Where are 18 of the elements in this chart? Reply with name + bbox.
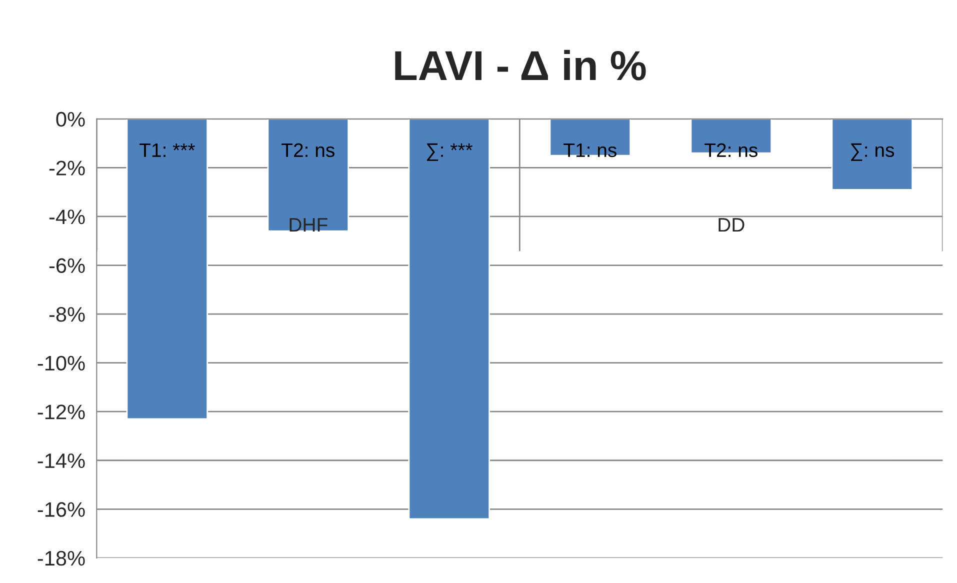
annotation: DD (718, 218, 744, 232)
x-tick-label: ∑: *** (426, 143, 473, 161)
y-tick-label: -8% (49, 307, 85, 322)
y-tick-label: -10% (38, 356, 85, 371)
x-tick-label: ∑: ns (851, 143, 894, 161)
y-tick-label: 0% (56, 112, 85, 127)
y-tick-label: -4% (49, 210, 85, 224)
x-tick-label: T1: ns (564, 144, 616, 158)
y-tick-label: -6% (49, 258, 85, 274)
x-tick-label: T1: *** (139, 144, 195, 157)
y-tick-label: -14% (38, 453, 85, 468)
y-tick-label: -12% (38, 404, 85, 420)
chart-title: LAVI - Δ in % (395, 50, 646, 80)
y-tick-label: -18% (38, 550, 85, 566)
y-tick-label: -2% (49, 160, 85, 176)
y-tick-label: -16% (38, 502, 85, 517)
x-tick-label: T2: ns (282, 143, 334, 158)
annotation: DHF (290, 218, 328, 232)
